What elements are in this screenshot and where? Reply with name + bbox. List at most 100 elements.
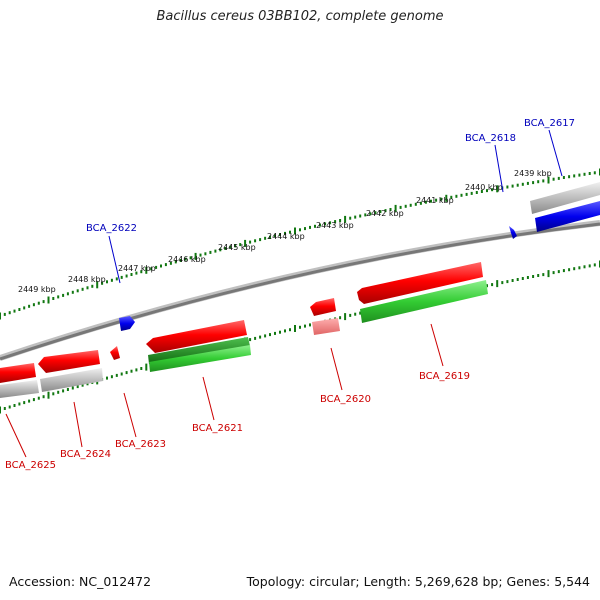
outer-tick: [219, 248, 222, 252]
inner-tick: [309, 323, 311, 327]
outer-tick: [209, 250, 212, 254]
kbp-label: 2440 kbp: [465, 183, 503, 192]
inner-tick: [125, 371, 128, 375]
gene-bar-bca-2622[interactable]: [119, 316, 135, 331]
outer-tick: [264, 236, 267, 240]
gene-label-bca-2623[interactable]: BCA_2623: [115, 439, 166, 450]
inner-tick: [120, 372, 123, 376]
outer-tick: [32, 303, 35, 307]
outer-tick: [274, 234, 276, 238]
inner-tick: [274, 331, 276, 335]
inner-tick: [71, 386, 74, 390]
gene-label-bca-2625[interactable]: BCA_2625: [5, 460, 56, 471]
rna-bar-bca-2619[interactable]: [360, 280, 488, 323]
inner-tick: [115, 373, 118, 377]
outer-tick: [194, 252, 197, 260]
outer-tick: [160, 264, 162, 268]
feature-bar-bca-2620[interactable]: [312, 318, 340, 335]
outer-tick: [37, 301, 40, 305]
outer-tick: [259, 238, 262, 242]
feature-grey-bca-2625[interactable]: [0, 380, 39, 398]
outer-tick: [516, 183, 519, 187]
outer-tick: [214, 249, 217, 253]
kbp-label: 2442 kbp: [366, 209, 404, 218]
inner-tick: [140, 367, 143, 370]
genome-backbone-shade: [0, 222, 600, 361]
outer-tick: [13, 309, 16, 313]
inner-tick: [284, 329, 286, 333]
outer-tick: [506, 185, 509, 189]
inner-tick: [578, 266, 581, 270]
inner-tick: [23, 401, 26, 405]
outer-tick: [480, 190, 483, 193]
gene-bar-bca-2624[interactable]: [38, 350, 100, 373]
gene-label-bca-2619[interactable]: BCA_2619: [419, 371, 470, 382]
kbp-label: 2444 kbp: [267, 232, 305, 241]
outer-tick: [52, 297, 55, 300]
outer-tick: [284, 231, 286, 235]
outer-tick: [450, 195, 453, 199]
outer-tick: [339, 219, 342, 222]
inner-tick: [349, 313, 352, 317]
rna-bar-bca-2621[interactable]: [149, 345, 251, 372]
inner-tick: [86, 382, 89, 386]
outer-tick: [354, 215, 357, 219]
kbp-label: 2449 kbp: [18, 285, 56, 294]
inner-tick: [28, 399, 31, 403]
outer-tick: [57, 295, 60, 299]
outer-tick: [455, 194, 458, 198]
gene-label-bca-2621[interactable]: BCA_2621: [192, 423, 243, 434]
outer-tick: [130, 273, 133, 276]
inner-tick: [304, 324, 306, 328]
inner-tick: [145, 363, 148, 371]
outer-tick: [486, 189, 488, 193]
outer-tick: [552, 177, 555, 181]
gene-label-bca-2620[interactable]: BCA_2620: [320, 394, 371, 405]
gene-bar-bca-2619[interactable]: [357, 262, 483, 304]
inner-tick: [359, 311, 362, 315]
gene-bar-bca-2618[interactable]: [509, 226, 517, 239]
outer-tick: [460, 193, 463, 197]
outer-tick: [430, 199, 432, 203]
outer-tick: [369, 212, 372, 216]
gene-bar-bca-2625[interactable]: [0, 363, 36, 383]
gene-bar-bca-2621[interactable]: [146, 320, 247, 353]
inner-tick: [130, 369, 133, 373]
gene-label-bca-2622[interactable]: BCA_2622: [86, 223, 137, 234]
outer-tick: [470, 191, 473, 195]
feature-grey-bca-2624[interactable]: [40, 368, 103, 392]
gene-bar-bca-2623[interactable]: [110, 346, 120, 360]
outer-tick: [465, 192, 468, 196]
inner-tick: [583, 265, 586, 269]
gene-label-bca-2618[interactable]: BCA_2618: [465, 133, 516, 144]
inner-tick: [8, 405, 11, 409]
accession-text: Accession: NC_012472: [9, 574, 152, 589]
outer-tick: [96, 281, 99, 289]
inner-tick: [254, 336, 257, 340]
leader-lines: [5, 129, 563, 458]
outer-tick: [359, 214, 362, 218]
outer-tick: [169, 261, 172, 265]
gene-bar-bca-2617[interactable]: [535, 201, 600, 232]
outer-tick: [106, 280, 108, 284]
kbp-label: 2446 kbp: [168, 255, 206, 264]
outer-tick: [424, 200, 427, 204]
outer-tick: [399, 205, 402, 209]
gene-label-bca-2617[interactable]: BCA_2617: [524, 118, 575, 129]
outer-tick: [588, 172, 591, 175]
outer-tick: [155, 265, 158, 269]
inner-tick: [106, 376, 108, 380]
inner-tick: [110, 375, 113, 379]
feature-grey-bar[interactable]: [530, 182, 600, 214]
outer-tick: [496, 185, 499, 193]
gene-bar-bca-2620[interactable]: [310, 298, 336, 316]
outer-tick: [174, 260, 177, 264]
rna-bar-bca-2621-dark[interactable]: [148, 337, 250, 364]
outer-tick: [304, 227, 306, 231]
outer-tick: [18, 308, 21, 311]
outer-tick: [279, 233, 281, 237]
inner-tick: [249, 338, 252, 342]
kbp-label: 2443 kbp: [316, 221, 354, 230]
gene-label-bca-2624[interactable]: BCA_2624: [60, 449, 111, 460]
